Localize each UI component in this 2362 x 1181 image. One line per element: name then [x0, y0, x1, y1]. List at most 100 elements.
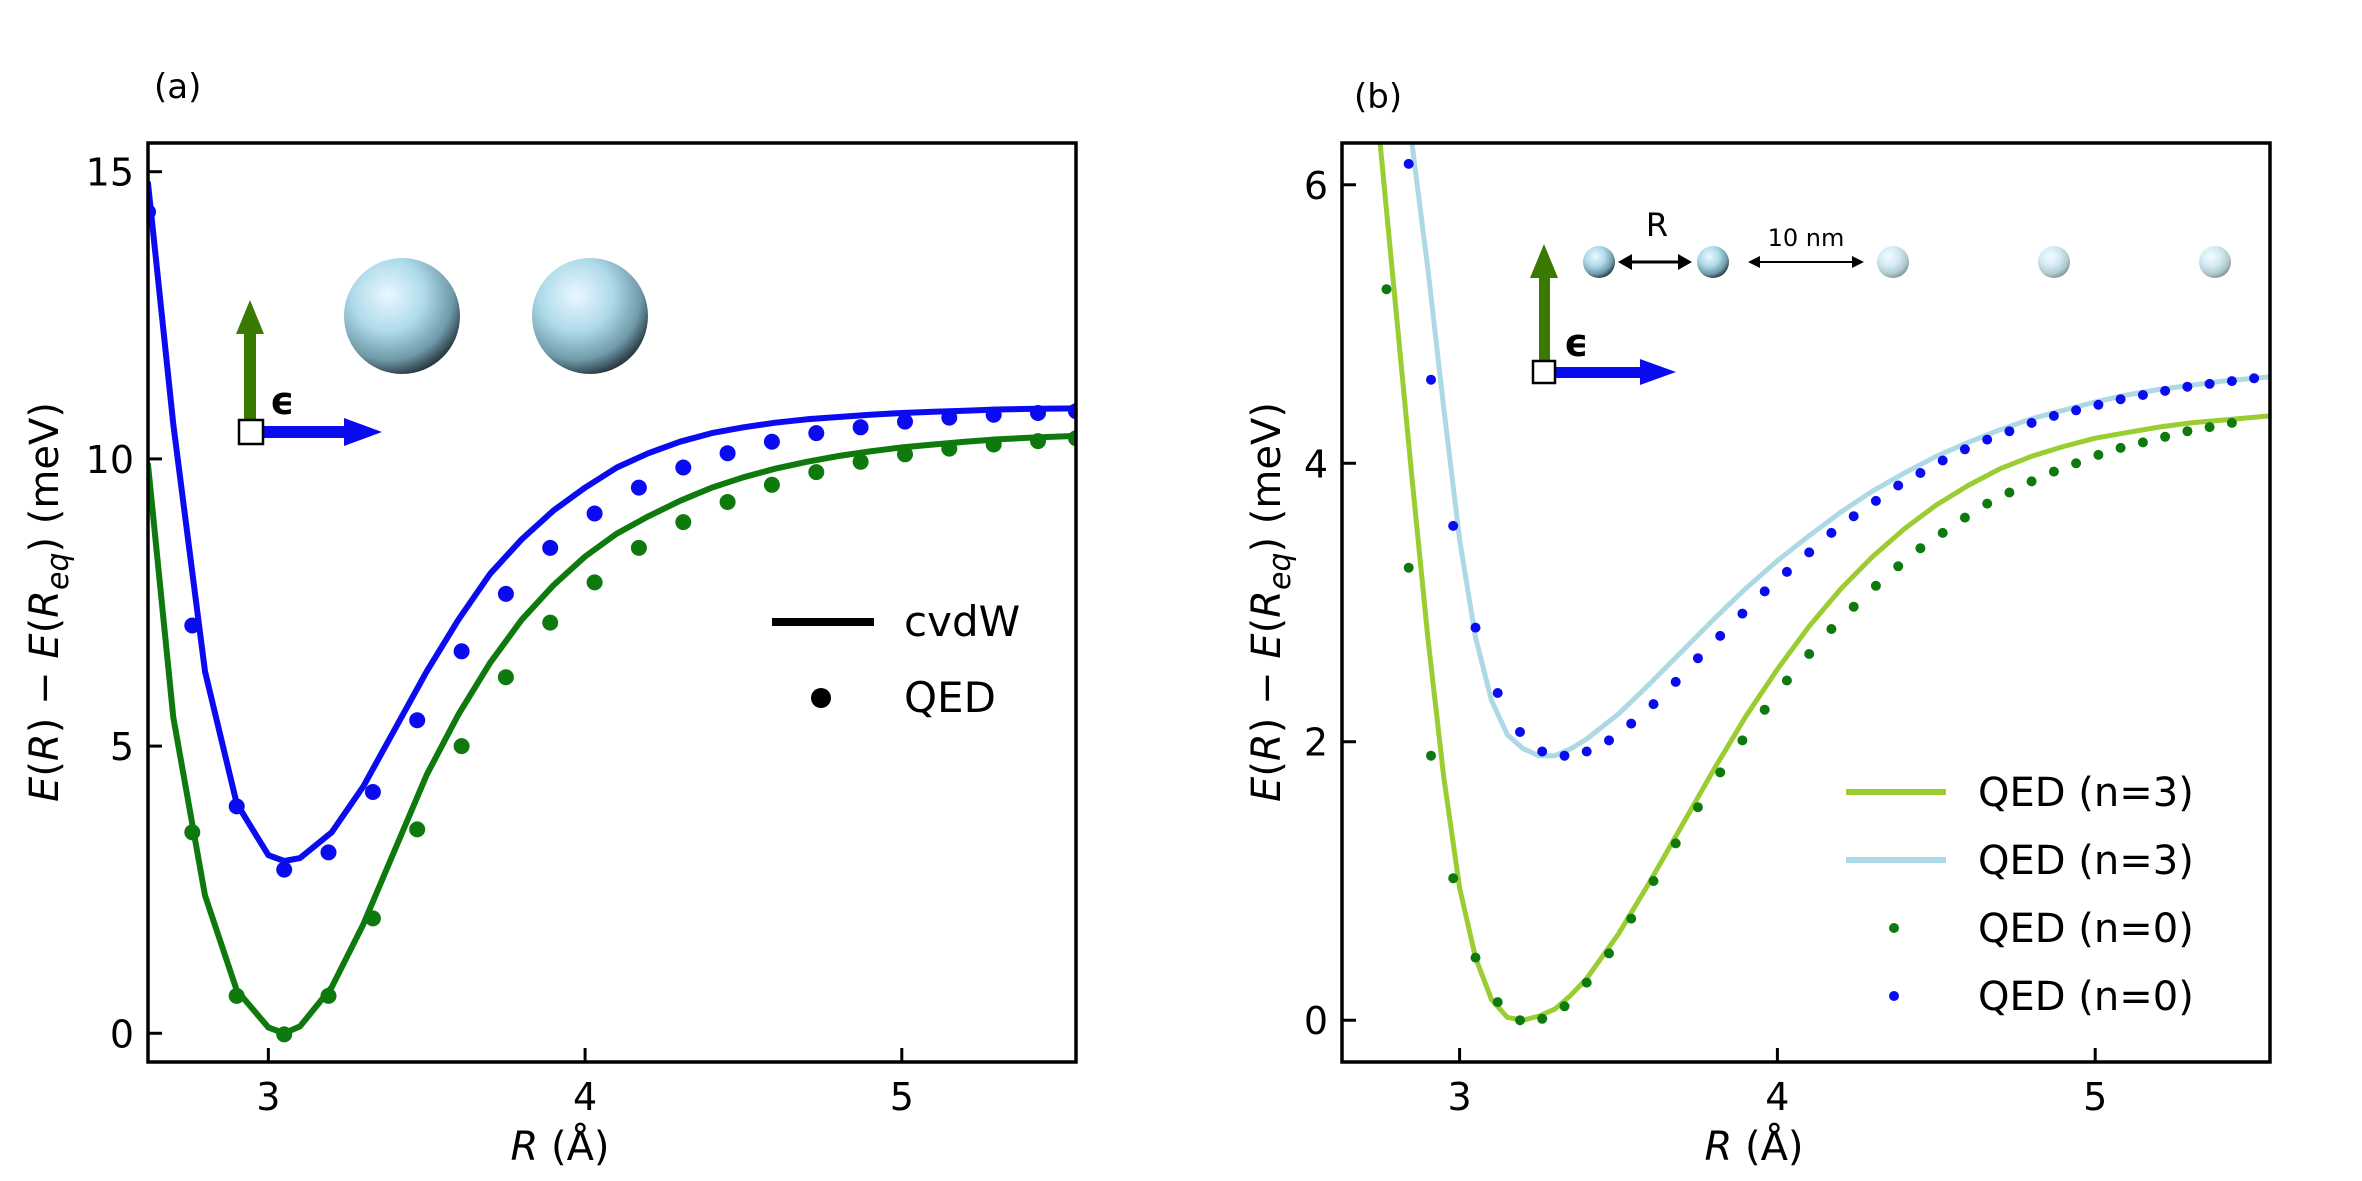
- panel-b-point-3-30: [2071, 405, 2082, 416]
- panel-b-point-3-3: [1470, 622, 1481, 633]
- panel-a-ytick-label-2: 10: [86, 438, 134, 482]
- panel-b-ytick-label-2: 4: [1304, 442, 1328, 486]
- panel-b-legend: QED (n=3) QED (n=3) QED (n=0) QED (n=0): [1846, 770, 2194, 1020]
- panel-b-point-3-33: [2137, 390, 2148, 400]
- panel-b-point-2-12: [1648, 876, 1659, 886]
- panel-a-point-1-0: [148, 203, 156, 220]
- panel-a-point-3-7: [497, 669, 514, 686]
- panel-a-point-1-11: [630, 479, 647, 496]
- legend-b-label-2: QED (n=3): [1978, 838, 2194, 884]
- panel-a-series: [148, 180, 1076, 1043]
- panel-b-point-3-29: [2048, 410, 2059, 421]
- panel-b-point-3-22: [1893, 480, 1904, 491]
- panel-b-point-3-8: [1581, 746, 1592, 757]
- panel-b-line-1: [1409, 143, 2270, 759]
- panel-b: (b) 3 4 5 0 2 4 6 R (Å) E(R) − E(Req) (meV) QE…: [1244, 77, 2272, 1170]
- panel-b-point-3-12: [1670, 676, 1681, 687]
- panel-b-point-3-6: [1537, 746, 1548, 757]
- polarization-up-arrow-icon-b: [1530, 244, 1558, 278]
- panel-a-point-3-9: [586, 574, 603, 591]
- panel-b-point-3-34: [2160, 385, 2171, 396]
- panel-b-point-3-7: [1559, 750, 1570, 761]
- panel-b-point-3-2: [1448, 520, 1459, 531]
- r-distance-label: R: [1646, 206, 1668, 244]
- panel-b-point-2-26: [1959, 512, 1970, 523]
- panel-a-point-3-4: [364, 910, 381, 927]
- chain-sphere-icon-1: [1583, 246, 1615, 278]
- panel-b-point-3-35: [2182, 381, 2193, 392]
- panel-a-legend: cvdW QED: [772, 597, 1020, 722]
- r-arrow-right-head: [1678, 254, 1692, 270]
- panel-b-xtick-label-2: 5: [2083, 1075, 2107, 1119]
- panel-b-point-2-2: [1426, 750, 1436, 761]
- panel-a-point-1-4: [320, 844, 337, 861]
- panel-b-point-2-35: [2160, 431, 2171, 442]
- panel-a-point-1-9: [542, 539, 559, 556]
- panel-a-point-3-2: [276, 1026, 293, 1043]
- panel-b-line-0: [1377, 143, 2270, 1023]
- legend-b-label-1: QED (n=3): [1978, 770, 2194, 816]
- panel-b-point-3-11: [1648, 699, 1659, 710]
- legend-b-swatch-3: [1889, 923, 1899, 933]
- panel-b-point-3-21: [1870, 495, 1881, 506]
- panel-b-point-3-9: [1604, 735, 1614, 746]
- panel-b-point-2-37: [2204, 422, 2215, 433]
- panel-a-point-1-21: [1068, 403, 1076, 420]
- epsilon-label-b: ϵ: [1564, 321, 1589, 365]
- panel-b-point-3-31: [2093, 399, 2104, 410]
- panel-a-point-1-15: [808, 425, 825, 442]
- polarization-up-arrow-icon: [236, 300, 264, 334]
- polarization-right-arrow-icon-b: [1640, 359, 1676, 385]
- chain-sphere-icon-4: [2038, 246, 2070, 278]
- panel-b-point-2-29: [2026, 476, 2037, 487]
- panel-a-point-1-1: [184, 617, 201, 634]
- panel-a-point-1-2: [228, 798, 245, 815]
- panel-a-point-1-8: [497, 585, 514, 602]
- panel-b-point-2-31: [2071, 458, 2082, 469]
- panel-a-point-3-1: [228, 987, 245, 1004]
- panel-a-xtick-label-1: 4: [573, 1075, 597, 1119]
- panel-b-point-2-27: [1982, 498, 1993, 509]
- polarization-right-arrow-shaft-b: [1552, 367, 1648, 378]
- panel-b-point-2-19: [1804, 649, 1815, 659]
- panel-b-point-2-11: [1626, 913, 1637, 924]
- panel-b-point-2-30: [2048, 466, 2059, 477]
- panel-b-point-2-22: [1870, 580, 1881, 591]
- panel-b-point-2-15: [1715, 767, 1726, 778]
- panel-a-ticks: 3 4 5 0 5 10 15: [86, 151, 914, 1119]
- panel-a-point-3-12: [719, 494, 736, 510]
- panel-b-point-3-26: [1982, 434, 1993, 445]
- origin-square-icon: [237, 418, 265, 446]
- panel-b-point-3-13: [1692, 653, 1703, 664]
- panel-a-point-1-10: [586, 505, 603, 522]
- panel-a-ylabel: E(R) − E(Req) (meV): [22, 402, 76, 802]
- panel-b-xtick-label-0: 3: [1447, 1075, 1471, 1119]
- panel-a-point-3-17: [941, 440, 958, 457]
- origin-square-icon-b: [1531, 359, 1557, 385]
- panel-b-point-2-34: [2137, 437, 2148, 448]
- r-arrow-left-head: [1618, 254, 1632, 270]
- panel-a-point-1-16: [852, 419, 869, 436]
- panel-b-point-3-27: [2004, 426, 2015, 437]
- sphere-icon-right: [532, 258, 648, 374]
- polarization-right-arrow-icon: [344, 418, 382, 446]
- panel-a-frame: [146, 141, 1078, 1064]
- panel-b-point-2-8: [1559, 1001, 1570, 1012]
- panel-a-xlabel: R (Å): [510, 1122, 609, 1170]
- panel-a-label: (a): [154, 67, 201, 107]
- panel-a-point-3-5: [409, 821, 426, 838]
- panel-a-ytick-label-0: 0: [110, 1012, 134, 1056]
- panel-a-point-3-0: [184, 824, 201, 841]
- panel-a-point-3-13: [763, 476, 780, 493]
- panel-b-point-2-33: [2115, 442, 2126, 453]
- panel-b-point-3-28: [2026, 417, 2037, 428]
- legend-cvdw-label: cvdW: [904, 597, 1020, 646]
- panel-b-point-2-20: [1826, 624, 1837, 634]
- panel-b-frame: [1340, 141, 2272, 1064]
- scale-arrow-left-head: [1748, 256, 1760, 268]
- panel-b-ytick-label-3: 6: [1304, 164, 1328, 208]
- panel-b-point-2-9: [1581, 977, 1592, 988]
- panel-b-point-3-4: [1492, 688, 1503, 698]
- panel-b-ytick-label-1: 2: [1304, 721, 1328, 765]
- panel-b-point-2-7: [1537, 1013, 1548, 1024]
